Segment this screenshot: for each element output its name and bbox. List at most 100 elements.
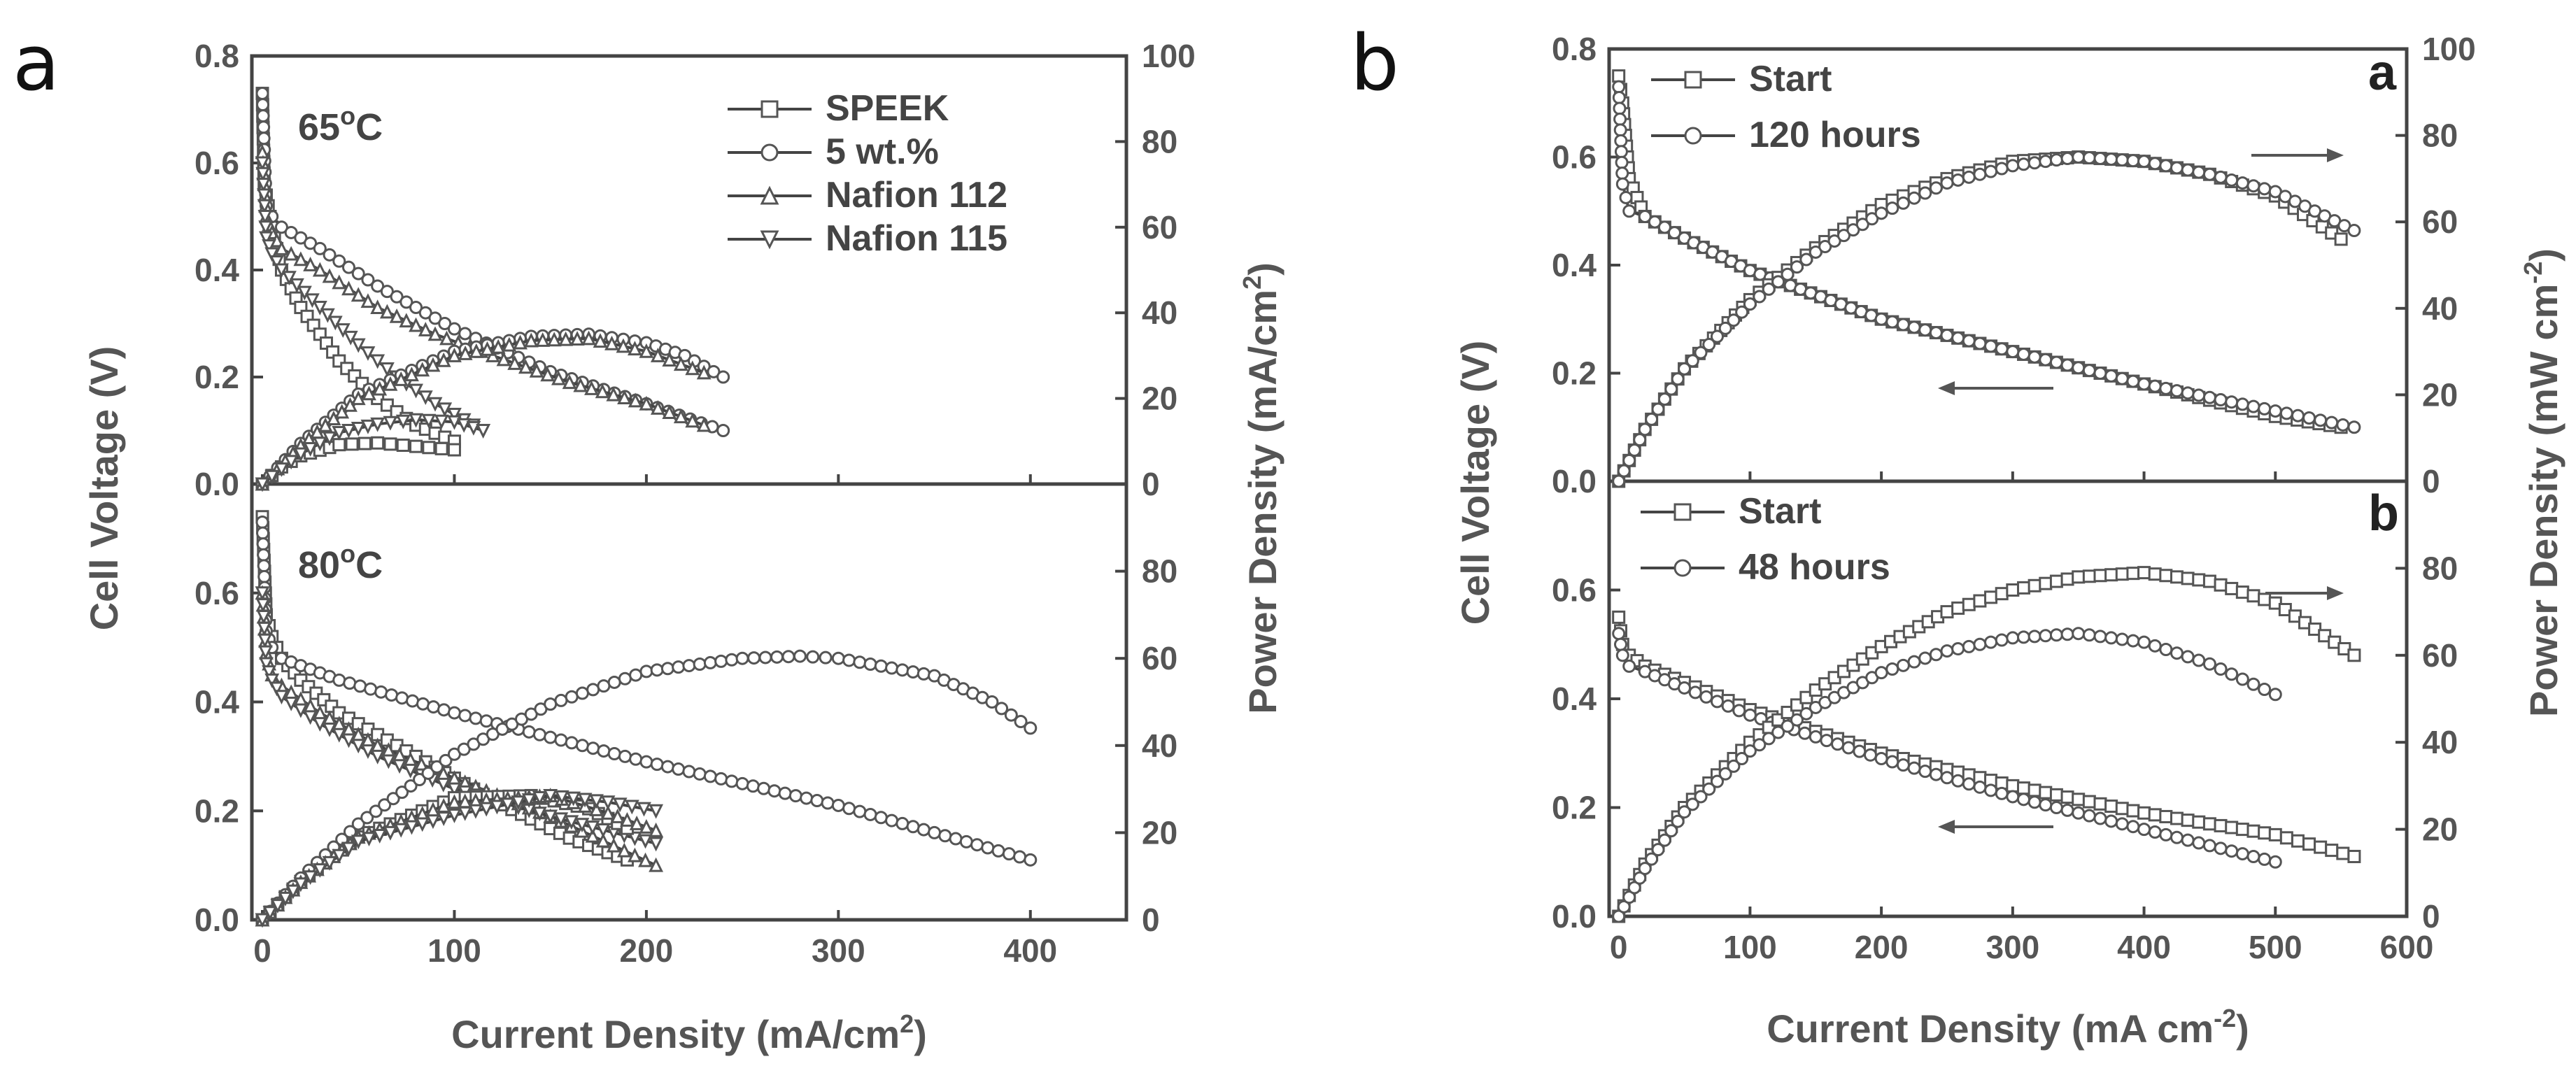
a-80C-data-point (917, 823, 930, 837)
a-80C-data-point (660, 760, 674, 774)
b-top-data-point (1615, 155, 1629, 169)
b-top-data-point (2347, 224, 2361, 238)
b-bottom-data-point (1688, 685, 1702, 699)
a-80C-data-point (616, 842, 632, 858)
a-80C-data-point (255, 516, 269, 530)
b-top-data-point (2148, 379, 2162, 393)
a-80C-data-point (383, 825, 398, 841)
a-80C-x-tick-label: 400 (1003, 932, 1057, 969)
b-bottom-data-point (2006, 790, 2020, 804)
panel-b-x-axis-title: Current Density (mA cm-2) (1767, 1004, 2249, 1051)
b-bottom-data-point (1743, 744, 1757, 758)
b-bottom-data-point (1612, 610, 1626, 624)
a-65C-data-point (334, 404, 350, 419)
a-65C-data-point (616, 338, 631, 353)
a-65C-data-point (262, 239, 277, 254)
b-bottom-data-point (2279, 831, 2293, 845)
b-top-series-3 (1612, 150, 2361, 488)
b-top-data-point (1612, 80, 1626, 94)
a-65C-data-point (264, 247, 280, 262)
b-top-data-point (2049, 153, 2063, 167)
a-80C-data-point (436, 777, 451, 793)
a-65C-data-point (595, 383, 610, 399)
b-bottom-data-point (2347, 648, 2361, 662)
a-65C-data-point (320, 308, 335, 323)
a-80C-data-point (610, 808, 625, 823)
b-bottom-data-point (2192, 653, 2206, 667)
a-80C-data-point (842, 802, 856, 816)
a-65C-data-point (529, 362, 544, 378)
b-bottom-data-point (1962, 777, 1976, 791)
a-65C-data-point (371, 279, 385, 293)
a-65C-data-point (523, 332, 539, 348)
a-65C-data-point (256, 178, 271, 192)
b-bottom-x-tick-label: 500 (2249, 929, 2302, 965)
b-bottom-data-point (2072, 627, 2086, 641)
b-bottom-y2-tick-label: 60 (2422, 637, 2458, 674)
b-top-data-point (1651, 402, 1665, 416)
a-80C-data-point (303, 710, 318, 725)
b-bottom-x-tick-label: 400 (2117, 929, 2171, 965)
a-80C-data-point (629, 815, 644, 830)
b-top-legend-marker (1684, 71, 1702, 89)
a-65C-data-point (399, 313, 414, 328)
a-65C-data-point (257, 132, 271, 145)
a-80C-data-point (758, 651, 772, 665)
b-top-data-point (1762, 282, 1776, 296)
b-top-y2-tick-label: 80 (2422, 118, 2458, 154)
a-65C-data-point (551, 370, 566, 385)
a-65C-data-point (562, 374, 577, 390)
b-bottom-data-point (1710, 695, 1724, 709)
a-65C-data-point (327, 315, 343, 331)
b-top-data-point (1962, 170, 1976, 184)
a-65C-data-point (480, 341, 495, 356)
a-65C-data-point (361, 273, 375, 287)
a-80C-data-point (906, 820, 920, 834)
a-80C-data-point (885, 661, 899, 675)
a-65C-data-point (289, 278, 304, 293)
b-bottom-data-point (2006, 583, 2020, 597)
a-65C-data-point (593, 333, 608, 348)
a-65C-data-point (313, 241, 327, 255)
a-65C-data-point (627, 341, 642, 356)
b-bottom-data-point (2137, 635, 2151, 649)
b-top-data-point (1657, 392, 1671, 406)
a-65C-data-point (351, 338, 366, 353)
a-80C-data-point (369, 804, 383, 818)
a-80C-data-point (312, 863, 327, 878)
b-bottom-data-point (1841, 741, 1855, 755)
a-80C-data-point (649, 804, 664, 819)
b-bottom-data-point (2016, 581, 2030, 595)
b-bottom-data-point (2258, 826, 2272, 840)
b-top-y-tick-label: 0.6 (1552, 139, 1597, 176)
a-65C-series-7 (255, 413, 491, 492)
b-top-data-point (1710, 329, 1724, 343)
b-top-series-1 (1612, 80, 2361, 434)
b-bottom-data-point (1710, 774, 1724, 788)
b-bottom-data-point (2181, 813, 2195, 827)
b-top-y-tick-label: 0.2 (1552, 355, 1597, 392)
a-80C-data-point (627, 831, 642, 846)
a-65C-data-point (628, 392, 643, 408)
b-top-data-point (2214, 170, 2228, 184)
a-65C-data-point (421, 413, 437, 429)
b-bottom-data-point (2082, 569, 2096, 583)
b-bottom-data-point (2235, 823, 2249, 837)
b-bottom-data-point (1694, 790, 1708, 804)
a-80C-data-point (885, 813, 899, 827)
a-65C-data-point (390, 290, 404, 304)
b-top-data-point (2159, 159, 2173, 173)
b-bottom-data-point (2225, 581, 2239, 595)
a-65C-data-point (434, 441, 448, 455)
a-80C-data-point (600, 795, 616, 811)
b-top-data-point (1718, 321, 1732, 335)
b-bottom-data-point (2126, 567, 2140, 581)
a-65C-data-point (283, 455, 299, 470)
a-80C-data-point (793, 649, 807, 663)
a-65C-data-point (380, 285, 394, 299)
b-bottom-data-point (2049, 574, 2063, 588)
a-80C-y-tick-label: 0.0 (194, 902, 239, 938)
a-65C-data-point (502, 336, 517, 352)
a-80C-data-point (853, 804, 867, 818)
a-65C-data-point (458, 345, 473, 360)
